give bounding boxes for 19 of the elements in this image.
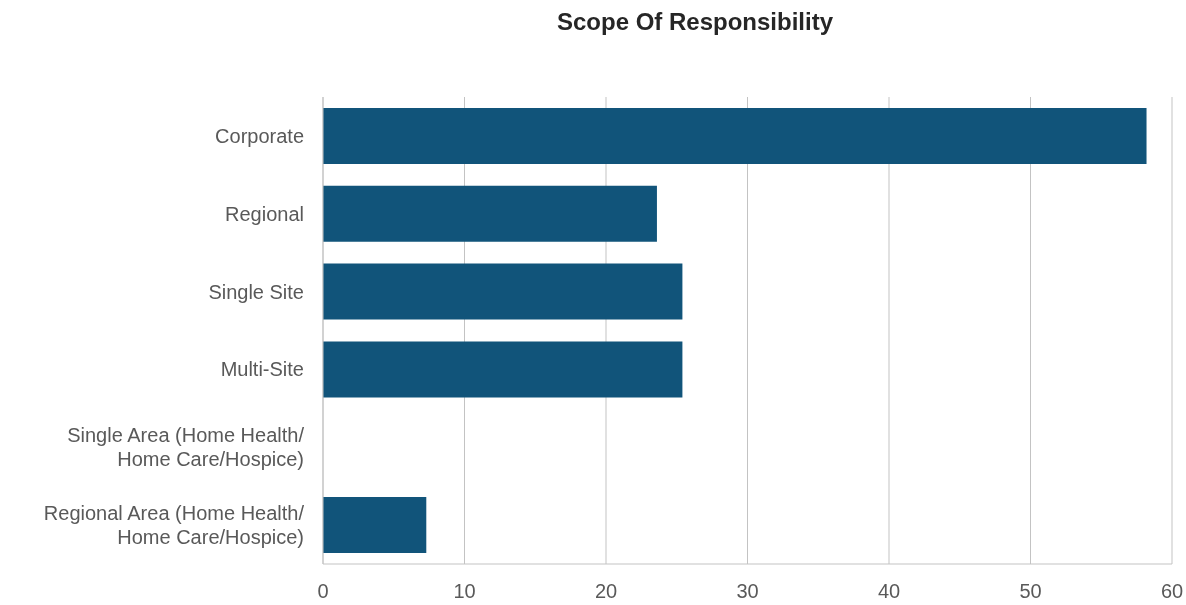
x-tick-label: 20 — [594, 580, 618, 603]
bar — [323, 107, 1147, 164]
y-tick-label: Single Area (Home Health/ Home Care/Hospice) — [67, 424, 305, 471]
x-tick-label: 30 — [736, 580, 759, 603]
y-tick-label: Regional — [225, 202, 304, 225]
chart-title: Scope Of Responsibility — [555, 8, 834, 36]
y-tick-label: Regional Area (Home Health/ Home Care/Hospice) — [43, 502, 305, 549]
x-tick-label: 60 — [1160, 580, 1184, 603]
bar — [323, 497, 427, 554]
x-tick-label: 40 — [877, 580, 901, 603]
y-tick-label: Corporate — [215, 124, 304, 147]
y-tick-label: Multi-Site — [220, 358, 304, 381]
bar — [323, 185, 657, 242]
x-tick-label: 0 — [317, 580, 329, 603]
bar — [323, 341, 683, 398]
x-tick-label: 10 — [453, 580, 476, 603]
x-tick-label: 50 — [1019, 580, 1042, 603]
y-tick-label: Single Site — [208, 280, 304, 303]
bar — [323, 263, 683, 320]
